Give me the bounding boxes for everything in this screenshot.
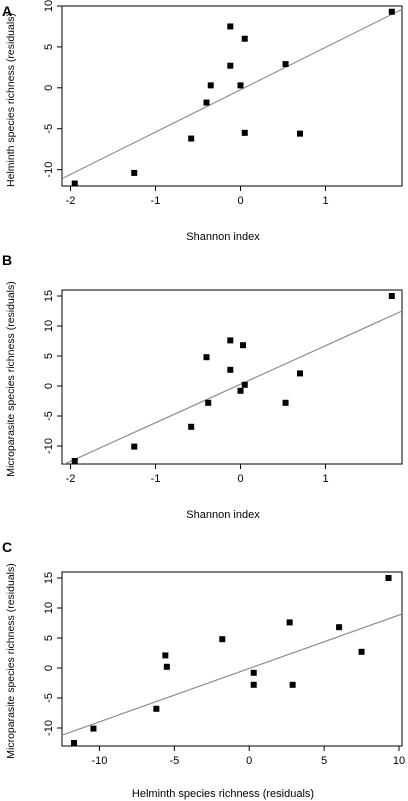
data-point-a (227, 62, 234, 69)
y-tick-label-c: 15 (43, 572, 55, 584)
y-tick-label-c: 10 (43, 602, 55, 614)
data-point-b (131, 443, 138, 450)
y-tick-label-c: 5 (43, 635, 55, 641)
y-tick-label-a: 10 (43, 0, 55, 12)
fit-line-b (63, 310, 402, 464)
data-point-b (71, 458, 78, 464)
y-tick-label-b: 15 (43, 290, 55, 302)
data-point-c (163, 663, 170, 670)
data-point-a (388, 8, 395, 15)
fit-line-c (62, 613, 402, 736)
data-point-a (207, 82, 214, 89)
y-tick-label-a: -5 (43, 124, 55, 134)
data-point-a (227, 23, 234, 30)
data-point-c (219, 636, 226, 643)
y-tick-label-b: -5 (43, 411, 55, 421)
data-point-a (237, 82, 244, 89)
data-point-a (297, 130, 303, 137)
x-tick-label-a: 0 (237, 195, 243, 207)
data-point-c (358, 648, 365, 655)
data-point-a (282, 61, 289, 68)
data-point-a (203, 99, 210, 106)
x-tick-label-b: -1 (151, 473, 161, 485)
data-point-b (237, 387, 244, 394)
data-point-b (240, 342, 247, 349)
x-tick-label-b: -2 (66, 473, 76, 485)
panel-b-letter: B (2, 252, 12, 268)
x-tick-label-a: 1 (322, 195, 328, 207)
y-tick-label-a: -10 (43, 162, 55, 178)
y-tick-label-c: -10 (43, 720, 55, 736)
x-tick-label-c: 0 (246, 755, 252, 767)
data-point-b (241, 381, 248, 388)
data-point-b (297, 370, 303, 377)
panel-c-letter: C (2, 539, 12, 555)
data-point-a (71, 180, 78, 187)
data-point-a (131, 169, 138, 176)
plot-c: -10 -5 0 5 10 -10 -5 0 5 10 15 (43, 571, 405, 767)
panel-b: B Microparasite species richness (residu… (2, 252, 260, 521)
panel-c-ylabel: Microparasite species richness (residual… (5, 563, 17, 759)
data-point-c (289, 681, 296, 688)
panel-b-ylabel: Microparasite species richness (residual… (5, 281, 17, 477)
data-point-a (241, 35, 248, 42)
data-point-b (203, 354, 210, 361)
data-point-c (162, 652, 169, 659)
panel-a-xlabel: Shannon index (186, 231, 260, 243)
data-point-c (90, 725, 97, 732)
data-point-b (188, 423, 195, 430)
data-point-b (227, 337, 234, 344)
y-tick-label-a: 0 (43, 85, 55, 91)
fit-line-a (62, 8, 402, 180)
y-tick-label-b: 5 (43, 353, 55, 359)
x-tick-label-c: 10 (393, 755, 405, 767)
x-tick-label-c: -10 (91, 755, 107, 767)
data-point-c (336, 624, 343, 631)
data-point-a (188, 135, 195, 142)
panel-a-letter: A (2, 3, 12, 19)
data-point-b (227, 366, 234, 373)
panel-a: A Helminth species richness (residuals) … (2, 3, 260, 243)
y-tick-label-c: -5 (43, 693, 55, 703)
data-point-c (250, 669, 257, 676)
x-tick-label-b: 0 (237, 473, 243, 485)
plot-frame-a (61, 5, 403, 187)
x-tick-label-a: -2 (66, 195, 76, 207)
plot-frame-c (61, 571, 403, 747)
data-point-a (241, 129, 248, 136)
data-point-c (286, 619, 293, 626)
panel-a-ylabel: Helminth species richness (residuals) (5, 13, 17, 187)
y-tick-label-a: 5 (43, 44, 55, 50)
x-tick-label-b: 1 (322, 473, 328, 485)
data-point-c (70, 740, 77, 746)
panel-c-xlabel: Helminth species richness (residuals) (132, 788, 314, 800)
x-tick-label-a: -1 (151, 195, 161, 207)
y-tick-label-b: 0 (43, 383, 55, 389)
panel-c: C Microparasite species richness (residu… (2, 539, 314, 800)
panel-b-xlabel: Shannon index (186, 509, 260, 521)
y-tick-label-b: 10 (43, 320, 55, 332)
plot-frame-b (61, 289, 403, 465)
data-point-c (250, 681, 257, 688)
data-point-b (282, 399, 289, 406)
y-tick-label-b: -10 (43, 438, 55, 454)
x-tick-label-c: 5 (321, 755, 327, 767)
data-point-c (153, 705, 160, 712)
y-tick-label-c: 0 (43, 665, 55, 671)
data-point-c (385, 575, 392, 581)
data-point-b (388, 293, 395, 299)
x-tick-label-c: -5 (169, 755, 179, 767)
data-point-b (205, 399, 212, 406)
